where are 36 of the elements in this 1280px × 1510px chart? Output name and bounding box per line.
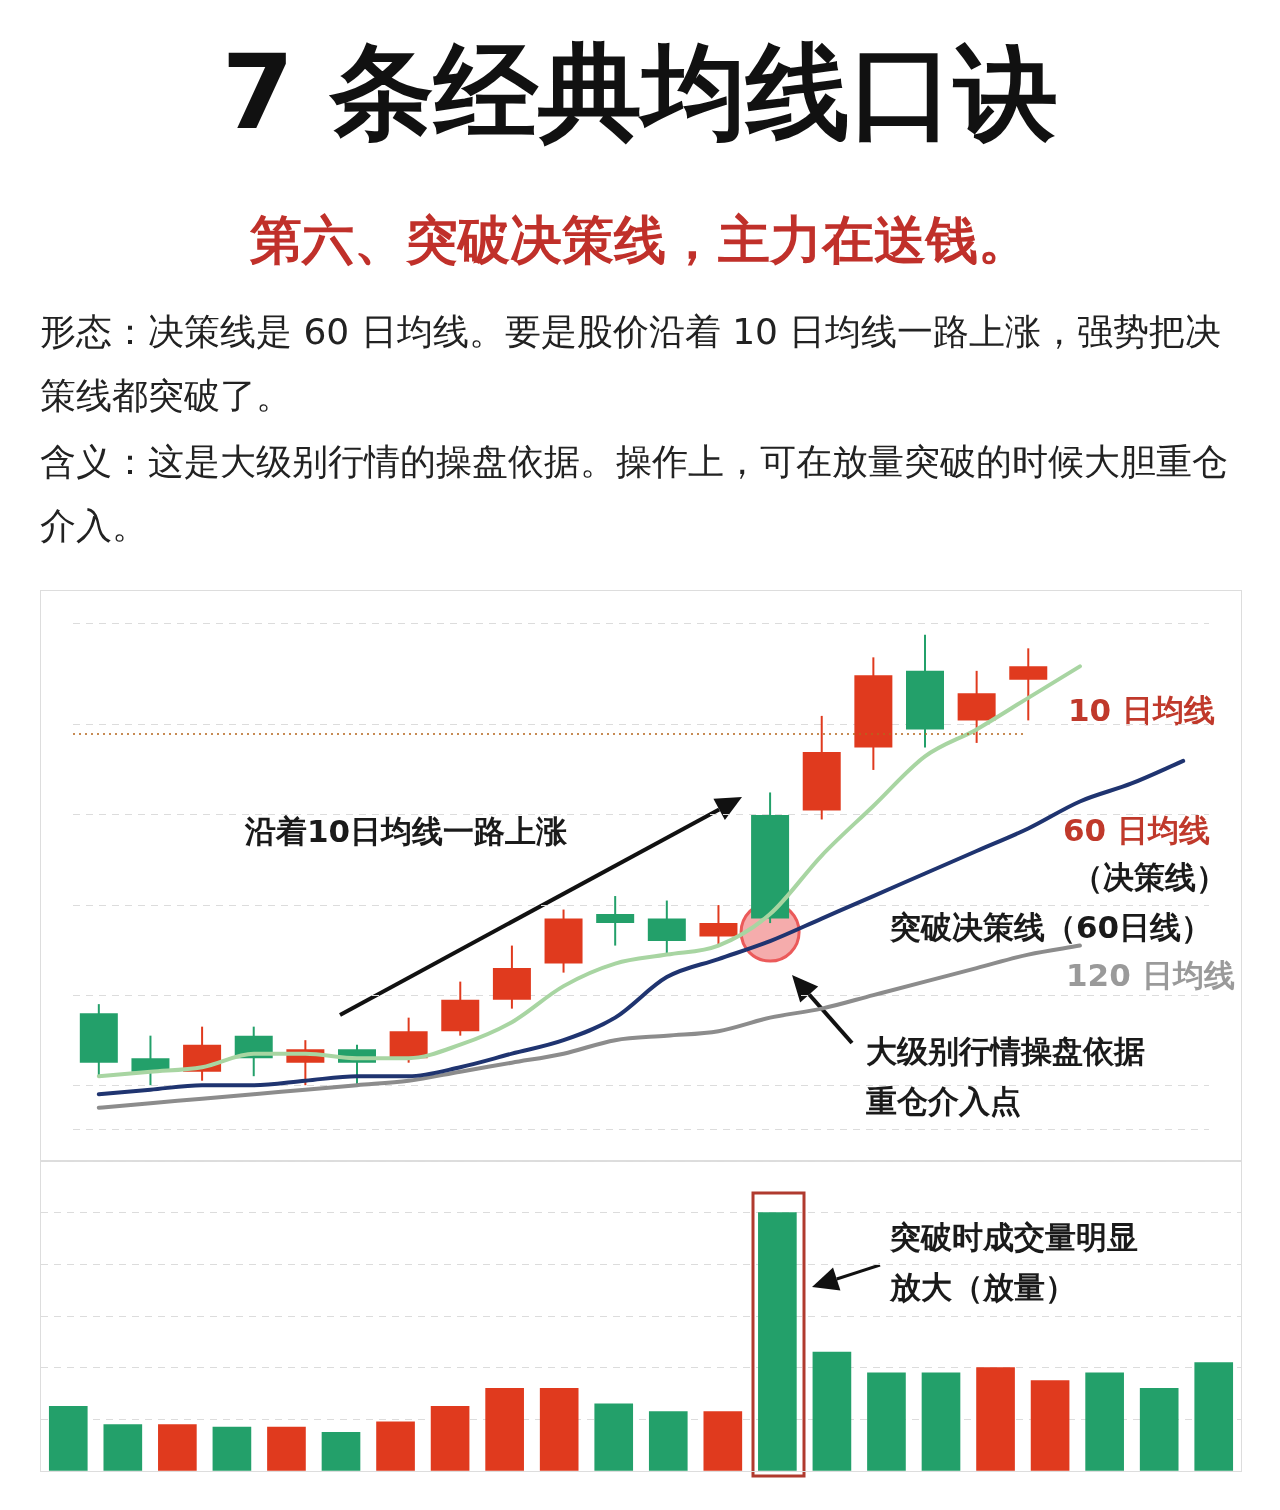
bar (812, 1351, 852, 1471)
candlestick (1009, 647, 1048, 722)
bar (48, 1406, 88, 1471)
annotation: （决策线） (1072, 858, 1227, 897)
annotation: 大级别行情操盘依据重仓介入点 (866, 1032, 1146, 1121)
bar (1139, 1388, 1179, 1471)
bar (485, 1388, 524, 1471)
bar (539, 1388, 579, 1471)
candlestick (596, 895, 635, 947)
bar (267, 1426, 306, 1471)
bar (921, 1372, 961, 1471)
bar (321, 1431, 361, 1471)
bar (867, 1372, 906, 1471)
bar (1194, 1362, 1234, 1471)
annotation: 突破决策线（60日线） (890, 908, 1213, 947)
bar (430, 1406, 470, 1471)
bar (212, 1426, 252, 1471)
text: 形态：决策线是 60 日均线。要是股价沿着 10 日均线一路上涨，强势把决策线都突破了。 (40, 310, 1223, 418)
series-label: 120 日均线 (1066, 956, 1235, 995)
chart-subtitle: 第六、突破决策线，主力在送钱。 (249, 209, 1031, 272)
bar (103, 1424, 143, 1471)
bar (158, 1424, 197, 1471)
series-label: 10 日均线 (1068, 691, 1215, 730)
bar (376, 1421, 415, 1471)
bar (1085, 1372, 1124, 1471)
text: 含义：这是大级别行情的操盘依据。操作上，可在放量突破的时候大胆重仓介入。 (40, 440, 1229, 548)
bar (703, 1411, 743, 1471)
bar (594, 1403, 634, 1471)
chart-title: 7 条经典均线口诀 (220, 30, 1060, 155)
annotation: 沿着10日均线一路上涨 (245, 812, 568, 851)
bar (1030, 1380, 1070, 1471)
series-label: 60 日均线 (1063, 811, 1210, 850)
bar (758, 1212, 797, 1471)
bar (648, 1411, 688, 1471)
annotation: 突破时成交量明显放大（放量） (890, 1218, 1139, 1307)
bar (976, 1367, 1015, 1471)
